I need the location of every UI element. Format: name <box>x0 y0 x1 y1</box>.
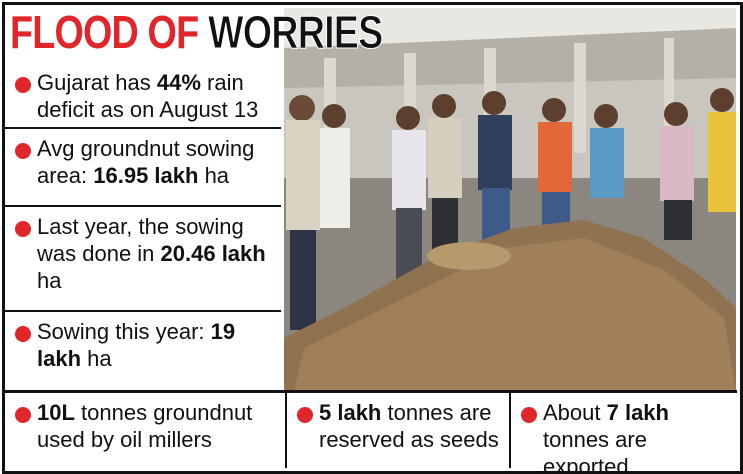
photo <box>284 8 736 392</box>
fact-text: tonnes are reserved as seeds <box>319 400 499 452</box>
fact-text: Last year, the sowing was done in <box>37 214 244 266</box>
fact-text: Gujarat has <box>37 70 157 95</box>
fact-text: rain deficit as on August 13 <box>37 70 259 122</box>
fact-box: 5 lakh tonnes are reserved as seeds <box>287 393 509 468</box>
fact-text: tonnes are exported <box>543 427 647 474</box>
divider <box>5 127 281 129</box>
fact-text: tonnes groundnut used by oil millers <box>37 400 253 452</box>
fact-text: Avg groundnut sowing area: <box>37 136 255 188</box>
divider <box>509 393 511 468</box>
fact-highlight: 5 lakh <box>319 400 382 425</box>
title: FLOOD OF WORRIES <box>10 6 384 59</box>
divider <box>285 393 287 468</box>
fact-text: ha <box>198 163 230 188</box>
fact-box: Avg groundnut sowing area: 16.95 lakh ha <box>5 129 281 205</box>
divider <box>5 205 281 207</box>
fact-text: ha <box>37 268 62 293</box>
fact-box: Last year, the sowing was done in 20.46 … <box>5 207 281 310</box>
fact-box: Gujarat has 44% rain deficit as on Augus… <box>5 63 281 127</box>
fact-highlight: 44% <box>156 70 201 95</box>
fact-highlight: 16.95 lakh <box>93 163 199 188</box>
fact-highlight: 19 lakh <box>37 319 236 371</box>
divider <box>5 390 737 393</box>
fact-highlight: 7 lakh <box>606 400 669 425</box>
divider <box>5 310 281 312</box>
fact-box: 10L tonnes groundnut used by oil millers <box>5 393 285 468</box>
title-red: FLOOD OF <box>10 6 199 58</box>
fact-text: ha <box>81 346 112 371</box>
fact-box: Sowing this year: 19 lakh ha <box>5 312 281 390</box>
fact-highlight: 20.46 lakh <box>160 241 266 266</box>
fact-text: Sowing this year: <box>37 319 211 344</box>
fact-box: About 7 lakh tonnes are exported <box>511 393 737 474</box>
fact-highlight: 10L <box>37 400 75 425</box>
fact-text: About <box>543 400 607 425</box>
title-black: WORRIES <box>207 6 384 59</box>
